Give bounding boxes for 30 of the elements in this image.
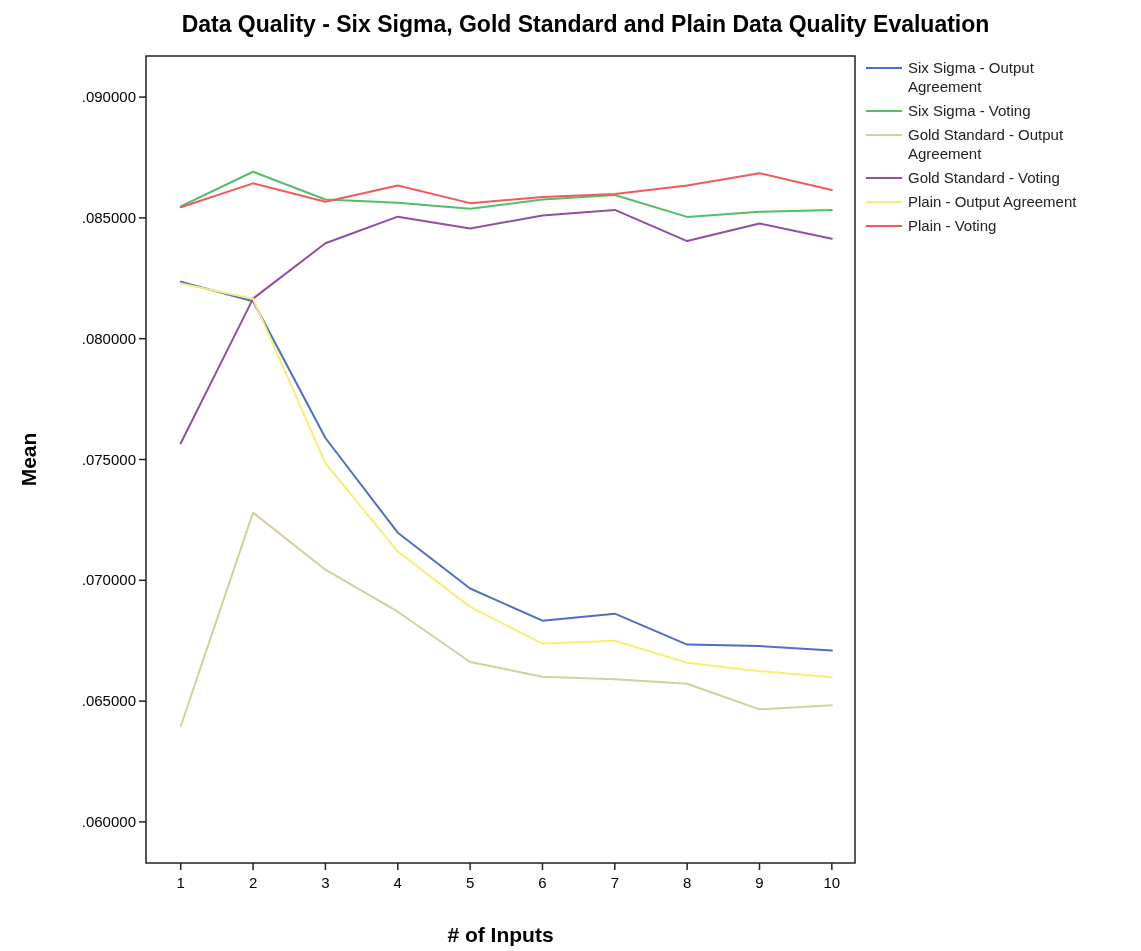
legend-label: Plain - Voting <box>908 217 997 234</box>
chart-title: Data Quality - Six Sigma, Gold Standard and Plain Data Quality Evaluation <box>181 11 990 37</box>
y-tick-label: .090000 <box>81 88 136 106</box>
line-series <box>179 511 833 728</box>
legend-label: Six Sigma - Output Agreement <box>908 59 1035 95</box>
legend-label: Six Sigma - Voting <box>908 102 1031 119</box>
y-tick-label: .085000 <box>81 208 136 226</box>
x-axis-title: # of Inputs <box>447 923 554 946</box>
y-tick-label: .065000 <box>81 692 136 710</box>
legend-label: Gold Standard - Voting <box>908 169 1060 186</box>
legend-label: Plain - Output Agreement <box>908 193 1078 210</box>
x-tick-label: 9 <box>755 874 764 891</box>
x-tick-label: 3 <box>321 874 330 891</box>
line-series <box>179 172 833 209</box>
x-tick-label: 5 <box>465 874 475 891</box>
y-axis-title: Mean <box>17 432 40 487</box>
y-tick-label: .060000 <box>81 812 136 830</box>
x-tick-label: 8 <box>682 874 692 891</box>
x-tick-label: 1 <box>176 874 185 891</box>
x-tick-label: 4 <box>393 874 402 891</box>
legend-label: Gold Standard - Output Agreement <box>908 126 1064 162</box>
y-tick-label: .080000 <box>81 329 136 347</box>
x-tick-label: 10 <box>823 874 841 891</box>
x-tick-label: 7 <box>610 874 619 891</box>
y-tick-label: .075000 <box>81 450 136 468</box>
x-tick-label: 2 <box>248 874 258 891</box>
line-series <box>179 170 833 218</box>
x-tick-label: 6 <box>538 874 547 891</box>
y-tick-label: .070000 <box>81 571 136 589</box>
line-series <box>179 208 833 445</box>
